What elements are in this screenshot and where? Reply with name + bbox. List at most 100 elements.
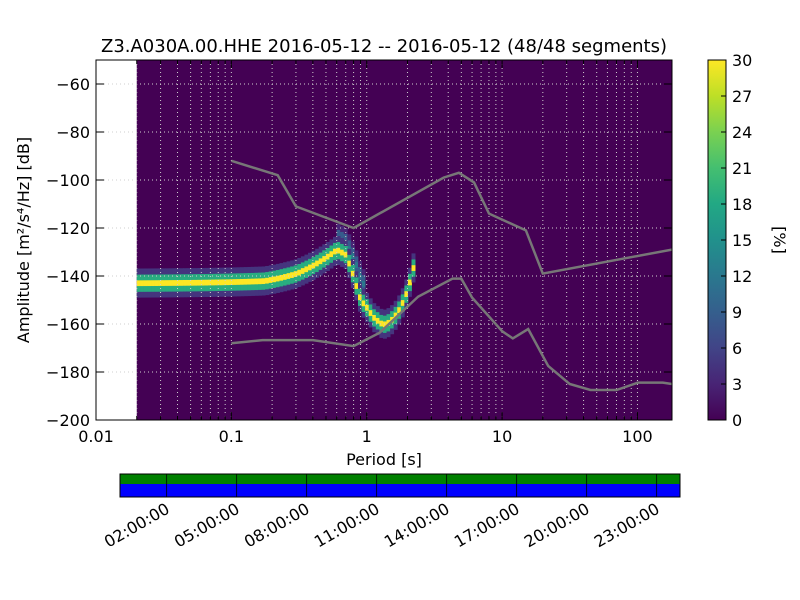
branch-2-cell (340, 225, 345, 232)
main-ridge-cell (329, 239, 334, 246)
main-ridge-cell (375, 311, 380, 318)
main-ridge-cell (240, 278, 245, 285)
main-ridge-cell (250, 278, 255, 285)
main-ridge-cell (286, 278, 291, 285)
main-ridge-cell (375, 323, 380, 330)
main-ridge-cell (183, 291, 188, 298)
main-ridge-cell (357, 305, 362, 312)
main-ridge-cell (343, 262, 348, 269)
main-ridge-cell (140, 285, 145, 292)
branch-2-cell (357, 278, 362, 285)
main-ridge-cell (186, 291, 191, 298)
main-ridge-cell (340, 243, 345, 250)
main-ridge-cell (243, 272, 248, 279)
main-ridge-cell (315, 271, 320, 278)
main-ridge-cell (161, 285, 166, 292)
main-ridge-cell (197, 285, 202, 292)
main-ridge-cell (347, 271, 352, 278)
main-ridge-cell (140, 280, 145, 287)
main-ridge-cell (179, 291, 184, 298)
main-ridge-cell (329, 250, 334, 258)
branch-2-cell (361, 269, 366, 276)
main-ridge-cell (272, 281, 277, 288)
main-ridge-cell (151, 274, 155, 281)
branch-2-cell (347, 240, 352, 247)
main-ridge-cell (393, 318, 398, 325)
main-ridge-cell (158, 279, 163, 286)
timeline-tick-label: 05:00:00 (171, 499, 243, 551)
main-ridge-cell (382, 315, 387, 322)
main-ridge-cell (404, 279, 409, 286)
main-ridge-cell (411, 253, 416, 260)
main-ridge-cell (379, 308, 384, 315)
main-ridge-cell (215, 267, 220, 274)
main-ridge-cell (354, 288, 359, 295)
x-tick-label: 0.1 (219, 427, 244, 446)
main-ridge-cell (143, 280, 148, 287)
main-ridge-cell (168, 291, 173, 298)
main-ridge-cell (297, 275, 302, 282)
main-ridge-cell (365, 304, 370, 311)
main-ridge-cell (411, 264, 416, 271)
main-ridge-cell (250, 289, 255, 296)
main-ridge-cell (176, 268, 180, 275)
branch-2-cell (354, 261, 359, 268)
main-ridge-cell (190, 273, 195, 280)
main-ridge-cell (379, 314, 384, 321)
main-ridge-cell (368, 304, 373, 311)
main-ridge-cell (340, 249, 345, 256)
y-tick-label: −200 (46, 411, 90, 430)
main-ridge-cell (240, 267, 245, 274)
colorbar-tick-label: 9 (732, 303, 742, 322)
main-ridge-cell (407, 279, 412, 286)
main-ridge-cell (357, 282, 362, 289)
main-ridge-cell (404, 296, 409, 303)
main-ridge-cell (400, 294, 405, 301)
main-ridge-cell (350, 276, 355, 283)
timeline-tick-label: 23:00:00 (591, 499, 663, 551)
main-ridge-cell (347, 248, 352, 255)
main-ridge-cell (290, 266, 295, 273)
main-ridge-cell (151, 268, 155, 275)
main-ridge-cell (186, 279, 191, 286)
main-ridge-cell (318, 246, 323, 253)
main-ridge-cell (379, 331, 384, 338)
main-ridge-cell (283, 262, 288, 269)
y-tick-label: −60 (56, 75, 90, 94)
main-ridge-cell (151, 279, 155, 287)
main-ridge-cell (136, 291, 141, 298)
main-ridge-cell (361, 311, 366, 318)
main-ridge-cell (151, 291, 155, 298)
main-ridge-cell (390, 310, 395, 317)
main-ridge-cell (265, 289, 270, 296)
main-ridge-cell (375, 306, 380, 313)
main-ridge-cell (200, 273, 205, 280)
main-ridge-cell (272, 287, 277, 294)
main-ridge-cell (308, 270, 312, 277)
plot-area: 0.01 0.1 1 10 100 −60 −80 −100 −120 −140 −160 −180 −… (46, 59, 673, 446)
main-ridge-cell (229, 278, 234, 286)
main-ridge-cell (151, 285, 155, 292)
main-ridge-cell (400, 288, 405, 295)
main-ridge-cell (215, 290, 220, 297)
main-ridge-cell (325, 253, 330, 260)
main-ridge-cell (365, 298, 370, 305)
main-ridge-cell (336, 241, 341, 248)
grid-layer (96, 60, 672, 420)
main-ridge-cell (350, 282, 355, 289)
main-ridge-cell (311, 273, 316, 280)
main-ridge-cell (393, 323, 398, 330)
main-ridge-cell (176, 279, 180, 286)
main-ridge-cell (225, 279, 230, 286)
main-ridge-cell (283, 279, 288, 286)
reference-lines-layer (231, 159, 672, 392)
main-ridge-cell (250, 284, 255, 291)
main-ridge-cell (233, 267, 238, 274)
main-ridge-cell (272, 270, 277, 277)
main-ridge-cell (315, 266, 320, 273)
main-ridge-cell (382, 309, 387, 316)
main-ridge-cell (183, 279, 188, 286)
main-ridge-cell (247, 284, 252, 291)
main-ridge-cell (300, 262, 305, 269)
main-ridge-cell (311, 262, 316, 269)
